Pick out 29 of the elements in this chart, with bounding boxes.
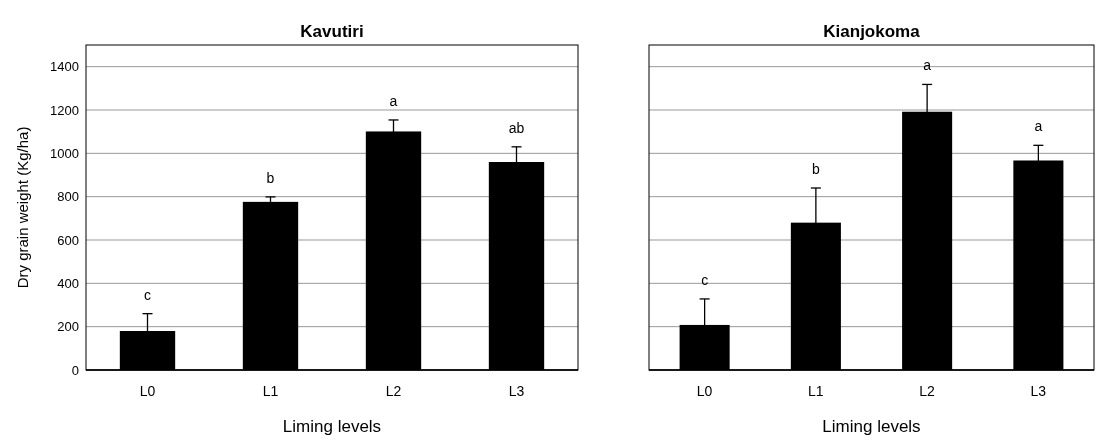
annotation: c: [701, 271, 709, 288]
y-tick-label: 400: [57, 275, 79, 291]
chart-title: Kavutiri: [300, 22, 364, 41]
y-tick-label: 0: [71, 362, 79, 378]
x-tick-label: L1: [262, 383, 279, 399]
annotation: a: [923, 57, 932, 74]
x-tick-label: L0: [696, 383, 713, 399]
x-tick-label: L1: [808, 383, 824, 399]
x-axis-title: Liming levels: [282, 417, 382, 436]
annotation: b: [811, 161, 820, 177]
y-tick-label: 200: [57, 319, 79, 335]
x-tick-label: L2: [919, 383, 936, 399]
annotation: ab: [508, 119, 525, 136]
annotation: a: [389, 92, 398, 109]
x-tick-label: L3: [508, 383, 525, 399]
x-tick-label: L2: [385, 383, 402, 399]
y-tick-label: 1000: [50, 145, 79, 161]
y-tick-label: 800: [57, 189, 79, 205]
annotation: c: [144, 286, 151, 303]
annotation: a: [1034, 118, 1043, 135]
y-tick-label: 1400: [50, 59, 79, 75]
chart-title: Kianjokoma: [823, 22, 921, 41]
y-tick-label: 1200: [50, 102, 79, 118]
x-tick-label: L0: [139, 383, 156, 399]
x-axis-title: Liming levels: [822, 417, 921, 436]
y-axis-title: Dry grain weight (Kg/ha): [14, 126, 31, 289]
y-tick-label: 600: [57, 232, 79, 248]
x-tick-label: L3: [1030, 383, 1047, 399]
annotation: b: [266, 169, 275, 186]
